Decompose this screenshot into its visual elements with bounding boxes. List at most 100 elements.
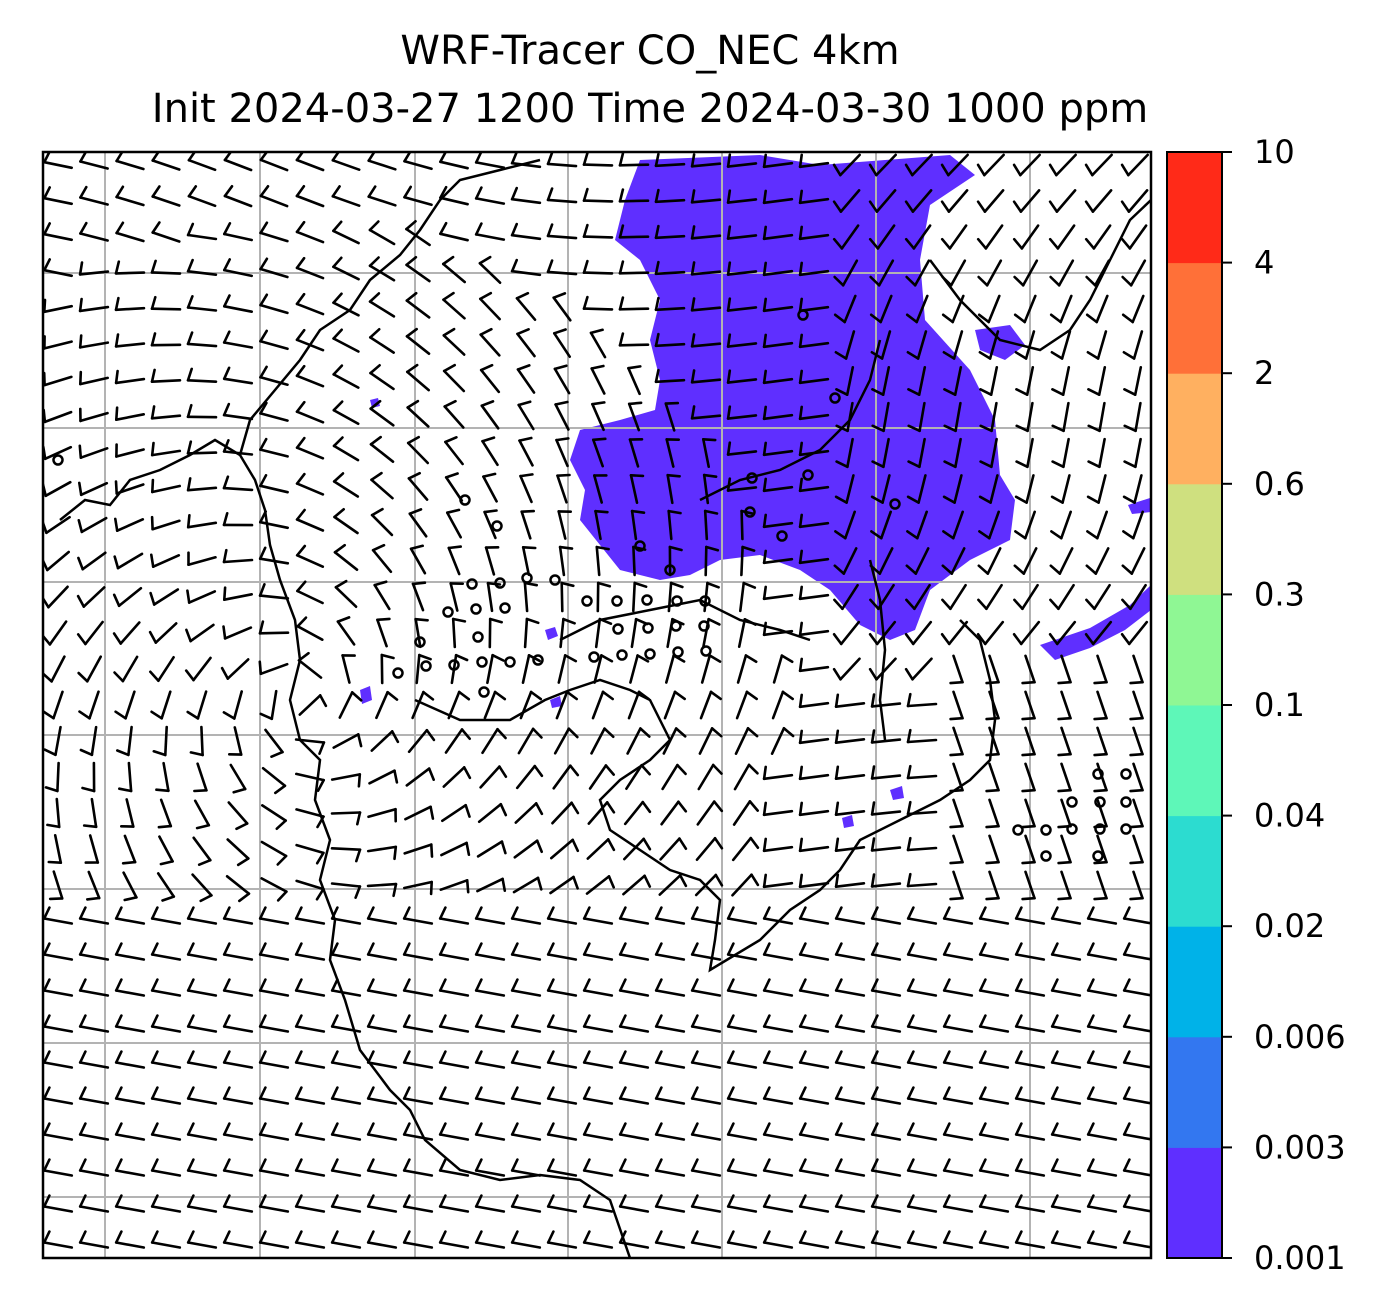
wind-barb-flag — [295, 364, 306, 378]
wind-barb-shaft — [43, 375, 73, 387]
wind-barb-flag — [905, 275, 917, 287]
wind-barb-flag — [568, 764, 580, 777]
wind-barb-shaft — [367, 195, 397, 207]
wind-barb-flag — [798, 1158, 807, 1172]
wind-barb-shaft — [554, 403, 570, 431]
calm-wind-circle — [700, 645, 712, 657]
wind-barb-flag — [907, 460, 921, 469]
wind-barb-shaft — [1132, 726, 1144, 756]
wind-barb-shaft — [47, 585, 69, 609]
calm-wind-circle — [612, 623, 624, 635]
calm-wind-circle — [442, 606, 454, 618]
wind-barb-shaft — [762, 521, 794, 529]
wind-barb-flag — [906, 728, 912, 744]
wind-barb-flag — [402, 1050, 411, 1064]
wind-barb-shaft — [834, 809, 866, 817]
wind-barb-flag — [43, 1158, 51, 1172]
wind-barb-shaft — [697, 763, 715, 791]
wind-barb-shaft — [654, 1097, 686, 1105]
wind-barb-flag — [834, 765, 840, 781]
wind-barb-shaft — [839, 657, 861, 681]
wind-barb-flag — [223, 185, 234, 198]
wind-barb-shaft — [371, 548, 393, 574]
wind-barb-flag — [474, 1230, 483, 1244]
wind-barb-flag — [114, 480, 118, 495]
wind-barb-flag — [834, 837, 840, 853]
wind-barb-flag — [690, 405, 696, 420]
wind-barb-flag — [552, 328, 567, 335]
wind-barb-shaft — [336, 620, 356, 646]
wind-barb-flag — [1129, 824, 1144, 829]
wind-barb-flag — [366, 1014, 375, 1028]
wind-barb-shaft — [402, 1061, 434, 1069]
wind-barb-shaft — [950, 547, 966, 575]
wind-barb-shaft — [654, 378, 686, 384]
wind-barb-flag — [546, 1230, 555, 1244]
wind-barb-shaft — [332, 373, 360, 389]
wind-barb-flag — [798, 1230, 807, 1244]
wind-barb-shaft — [771, 690, 785, 720]
wind-barb-flag — [116, 749, 130, 757]
wind-barb-flag — [1123, 424, 1137, 433]
calm-wind-circle — [491, 520, 503, 532]
wind-barb-shaft — [366, 1097, 398, 1105]
wind-barb-flag — [1014, 1050, 1023, 1064]
wind-barb-flag — [43, 258, 52, 272]
colorbar-tick-label: 10 — [1254, 133, 1295, 171]
wind-barb-shaft — [726, 1169, 758, 1177]
wind-barb-shaft — [946, 153, 970, 177]
wind-barb-shaft — [906, 1133, 938, 1141]
wind-barb-flag — [501, 877, 507, 893]
wind-barb-flag — [762, 765, 768, 781]
wind-barb-flag — [438, 978, 447, 992]
wind-barb-flag — [618, 1014, 627, 1028]
wind-barb-flag — [978, 530, 991, 540]
wind-barb-flag — [762, 153, 768, 169]
wind-barb-flag — [186, 942, 195, 956]
wind-barb-shaft — [1024, 834, 1036, 864]
wind-barb-flag — [1049, 275, 1061, 287]
wind-barb-shaft — [523, 581, 529, 613]
wind-barb-flag — [798, 657, 804, 673]
wind-barb-shaft — [114, 1133, 146, 1141]
wind-barb-shaft — [43, 268, 73, 278]
wind-barb-flag — [150, 942, 159, 956]
wind-barb-shaft — [186, 233, 218, 241]
wind-barb-shaft — [978, 1241, 1010, 1249]
wind-barb-flag — [637, 690, 651, 701]
wind-barb-shaft — [196, 690, 208, 720]
wind-barb-shaft — [546, 953, 578, 961]
wind-barb-flag — [798, 765, 804, 781]
wind-barb-flag — [1085, 313, 1098, 324]
wind-barb-flag — [546, 1194, 555, 1208]
wind-barb-shaft — [200, 725, 204, 757]
wind-barb-flag — [978, 1158, 987, 1172]
wind-barb-shaft — [406, 441, 430, 465]
coastline-north — [238, 158, 541, 456]
wind-barb-shaft — [949, 583, 967, 611]
wind-barb-shaft — [78, 341, 110, 349]
wind-barb-flag — [295, 292, 306, 306]
wind-barb-shaft — [297, 659, 323, 679]
wind-barb-flag — [369, 363, 381, 375]
wind-barb-flag — [546, 1014, 555, 1028]
wind-barb-flag — [553, 364, 568, 371]
wind-barb-flag — [259, 712, 274, 721]
wind-barb-flag — [977, 598, 988, 611]
wind-barb-flag — [977, 313, 991, 324]
wind-barb-flag — [870, 801, 876, 816]
wind-barb-shaft — [731, 873, 753, 897]
wind-barb-shaft — [332, 480, 360, 498]
wind-barb-flag — [474, 1050, 483, 1064]
wind-barb-shaft — [43, 445, 73, 461]
wind-barb-shaft — [151, 231, 181, 243]
wind-barb-shaft — [978, 1169, 1010, 1177]
wind-barb-flag — [941, 598, 952, 611]
wind-barb-flag — [762, 1158, 771, 1172]
wind-barb-flag — [618, 1122, 627, 1136]
wind-barb-flag — [906, 350, 920, 360]
wind-barb-shaft — [988, 690, 1000, 720]
wind-barb-flag — [479, 363, 494, 372]
wind-barb-flag — [627, 401, 643, 406]
wind-barb-flag — [1129, 680, 1144, 685]
